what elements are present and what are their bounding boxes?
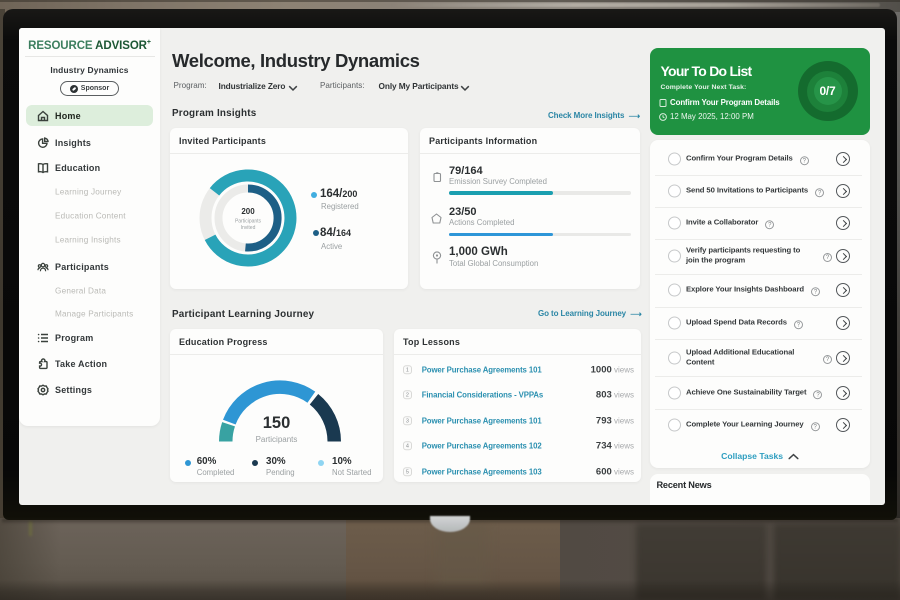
svg-text:Invited: Invited xyxy=(240,225,255,231)
svg-text:200: 200 xyxy=(241,207,255,216)
svg-text:Participants: Participants xyxy=(234,219,261,225)
